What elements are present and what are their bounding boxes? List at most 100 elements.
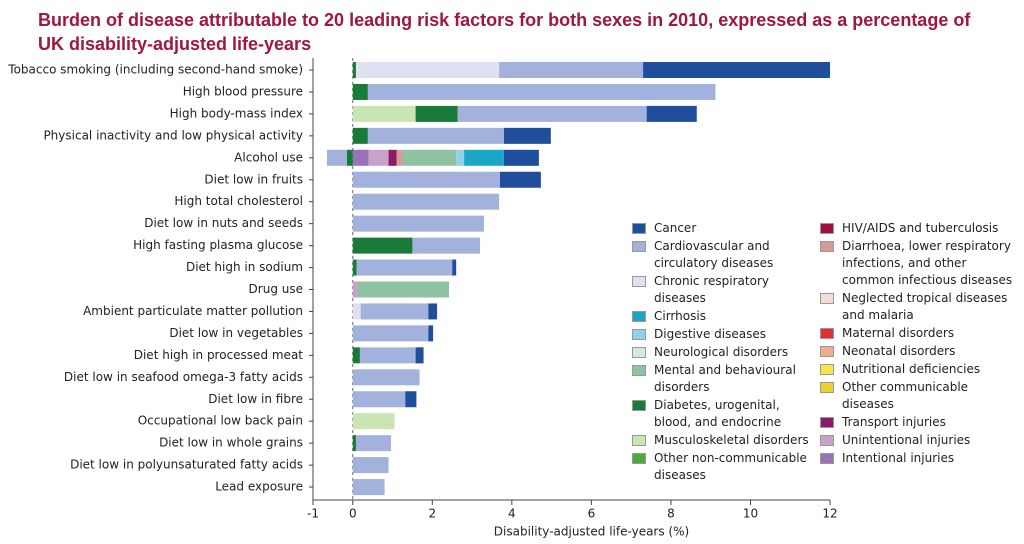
bar-segment	[352, 413, 395, 430]
legend-label: Transport injuries	[842, 415, 946, 429]
legend-label: Chronic respiratory diseases	[654, 274, 769, 305]
legend-swatch	[820, 453, 834, 464]
y-tick-label: Diet low in nuts and seeds	[144, 216, 303, 230]
legend-swatch	[820, 417, 834, 428]
legend-swatch	[820, 382, 834, 393]
legend-item: Intentional injuries	[820, 450, 1020, 467]
legend-item: Neurological disorders	[632, 344, 812, 361]
legend-swatch	[632, 365, 646, 376]
legend: Cancer Cardiovascular and circulatory dis…	[632, 220, 812, 485]
y-tick-label: Diet high in sodium	[186, 260, 303, 274]
legend-swatch	[820, 346, 834, 357]
legend-label: Musculoskeletal disorders	[654, 433, 809, 447]
bar-segment	[412, 237, 481, 254]
legend-label: Neonatal disorders	[842, 344, 956, 358]
legend-item: Diarrhoea, lower respiratory infections,…	[820, 238, 1020, 289]
bar-segment	[352, 149, 369, 166]
legend-label: Unintentional injuries	[842, 433, 971, 447]
legend-label: Diabetes, urogenital, blood, and endocri…	[654, 398, 782, 429]
legend-swatch	[820, 435, 834, 446]
legend-swatch	[820, 241, 834, 252]
legend-label: Other communicable diseases	[842, 380, 969, 411]
legend-item: Neonatal disorders	[820, 343, 1020, 360]
bar-segment	[452, 259, 457, 276]
y-tick-label: Tobacco smoking (including second-hand s…	[7, 63, 303, 77]
chart-title: Burden of disease attributable to 20 lea…	[38, 10, 971, 54]
legend-item: Neglected tropical diseases and malaria	[820, 290, 1020, 324]
x-tick-label: 10	[743, 507, 758, 521]
legend-label: Diarrhoea, lower respiratory infections,…	[842, 239, 1013, 287]
x-tick-label: 12	[822, 507, 837, 521]
y-tick-label: Physical inactivity and low physical act…	[43, 128, 303, 142]
bar-segment	[352, 237, 413, 254]
bar-segment	[355, 435, 391, 452]
legend-item: HIV/AIDS and tuberculosis	[820, 220, 1020, 237]
legend-label: Nutritional deficiencies	[842, 362, 981, 376]
y-tick-label: Diet low in fruits	[204, 172, 303, 186]
legend-label: HIV/AIDS and tuberculosis	[842, 221, 999, 235]
bar-segment	[646, 105, 697, 122]
legend-swatch	[820, 223, 834, 234]
y-tick-label: Diet low in vegetables	[169, 326, 303, 340]
bar-segment	[368, 149, 389, 166]
legend-item: Other non-communicable diseases	[632, 450, 812, 484]
bar-segment	[352, 479, 385, 496]
bar-segment	[360, 303, 429, 320]
legend-item: Maternal disorders	[820, 325, 1020, 342]
legend-item: Digestive diseases	[632, 326, 812, 343]
legend-item: Cancer	[632, 220, 812, 237]
bar-segment	[367, 127, 504, 144]
legend-swatch	[632, 435, 646, 446]
x-axis-label: Disability-adjusted life-years (%)	[494, 525, 689, 539]
legend-swatch	[820, 328, 834, 339]
legend-label: Digestive diseases	[654, 327, 766, 341]
bar-segment	[428, 303, 438, 320]
x-tick-label: -1	[307, 507, 319, 521]
legend-swatch	[632, 453, 646, 464]
legend-label: Cirrhosis	[654, 309, 706, 323]
bar-segment	[457, 105, 647, 122]
bar-segment	[388, 149, 397, 166]
y-tick-label: Lead exposure	[215, 480, 303, 494]
x-tick-label: 4	[508, 507, 516, 521]
bar-segment	[415, 105, 458, 122]
legend-item: Mental and behavioural disorders	[632, 362, 812, 396]
bar-segment	[499, 62, 644, 78]
bar-segment	[464, 149, 504, 166]
legend-label: Neglected tropical diseases and malaria	[842, 291, 1008, 322]
bar-segment	[352, 391, 406, 408]
legend-item: Chronic respiratory diseases	[632, 273, 812, 307]
legend-swatch	[632, 347, 646, 358]
y-tick-label: Alcohol use	[234, 150, 303, 164]
legend-swatch	[632, 311, 646, 322]
bar-segment	[428, 325, 434, 342]
bar-segment	[352, 457, 389, 474]
x-tick-label: 0	[349, 507, 357, 521]
bar-segment	[355, 62, 500, 78]
legend-label: Other non-communicable diseases	[654, 451, 807, 482]
legend-label: Cancer	[654, 221, 697, 235]
bar-segment	[415, 347, 424, 364]
y-tick-label: Diet low in seafood omega-3 fatty acids	[64, 370, 303, 384]
legend-swatch	[632, 400, 646, 411]
y-tick-label: High blood pressure	[183, 84, 303, 98]
legend-item: Musculoskeletal disorders	[632, 432, 812, 449]
bar-segment	[503, 127, 551, 144]
legend-item: Diabetes, urogenital, blood, and endocri…	[632, 397, 812, 431]
bar-segment	[352, 62, 356, 78]
bar-segment	[352, 215, 485, 232]
bar-segment	[352, 127, 368, 144]
y-tick-label: Diet low in whole grains	[159, 436, 303, 450]
legend-label: Intentional injuries	[842, 451, 955, 465]
legend-item: Unintentional injuries	[820, 432, 1020, 449]
legend-swatch	[632, 276, 646, 287]
bar-segment	[456, 149, 465, 166]
bar-segment	[352, 347, 360, 364]
y-tick-label: High fasting plasma glucose	[133, 238, 303, 252]
bar-segment	[499, 171, 541, 188]
bar-segment	[326, 149, 347, 166]
legend-item: Nutritional deficiencies	[820, 361, 1020, 378]
y-tick-label: Diet low in polyunsaturated fatty acids	[70, 458, 303, 472]
